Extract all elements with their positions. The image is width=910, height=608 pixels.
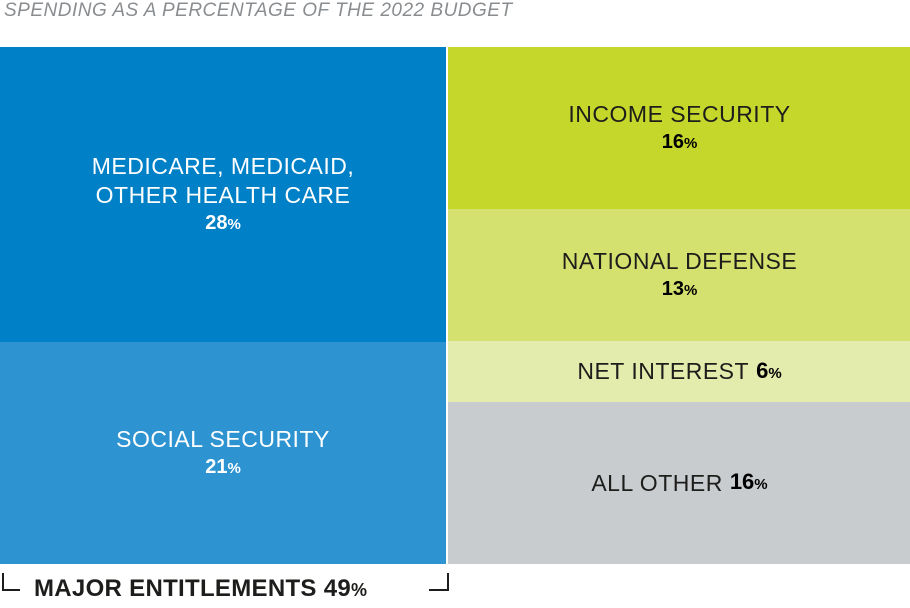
tile-label: INCOME SECURITY [568, 100, 791, 127]
bracket-label-text: MAJOR ENTITLEMENTS [34, 575, 317, 602]
bracket-left-foot [2, 589, 20, 591]
tile-national-defense: NATIONAL DEFENSE 13% [448, 209, 910, 341]
major-entitlements-bracket: MAJOR ENTITLEMENTS 49% [2, 570, 449, 606]
tile-income-security: INCOME SECURITY 16% [448, 47, 910, 209]
chart-subtitle: SPENDING AS A PERCENTAGE OF THE 2022 BUD… [4, 0, 513, 21]
tile-value: 6% [756, 357, 782, 383]
tile-all-other: ALL OTHER 16% [448, 402, 910, 564]
tile-value: 13% [661, 277, 698, 300]
bracket-label: MAJOR ENTITLEMENTS 49% [34, 574, 367, 604]
bracket-left-tick [2, 573, 4, 591]
tile-label: MEDICARE, MEDICAID, OTHER HEALTH CARE [91, 152, 355, 208]
tile-medicare-medicaid-other-health-care: MEDICARE, MEDICAID, OTHER HEALTH CARE 28% [0, 47, 446, 342]
tile-value: 21% [205, 455, 241, 478]
bracket-right-tick [447, 573, 449, 591]
tile-value: 16% [661, 130, 698, 153]
bracket-percent-sign: % [351, 580, 368, 600]
tile-label: NATIONAL DEFENSE [561, 247, 798, 274]
tile-social-security: SOCIAL SECURITY 21% [0, 342, 446, 564]
treemap: MEDICARE, MEDICAID, OTHER HEALTH CARE 28% S… [0, 47, 910, 564]
bracket-value: 49 [323, 575, 352, 602]
tile-label: ALL OTHER [591, 469, 723, 496]
tile-label: SOCIAL SECURITY [116, 425, 330, 452]
tile-value: 28% [205, 211, 241, 234]
tile-value: 16% [729, 469, 768, 494]
tile-label: NET INTEREST [577, 358, 750, 384]
tile-net-interest: NET INTEREST 6% [448, 341, 910, 402]
bracket-right-foot [429, 589, 447, 591]
